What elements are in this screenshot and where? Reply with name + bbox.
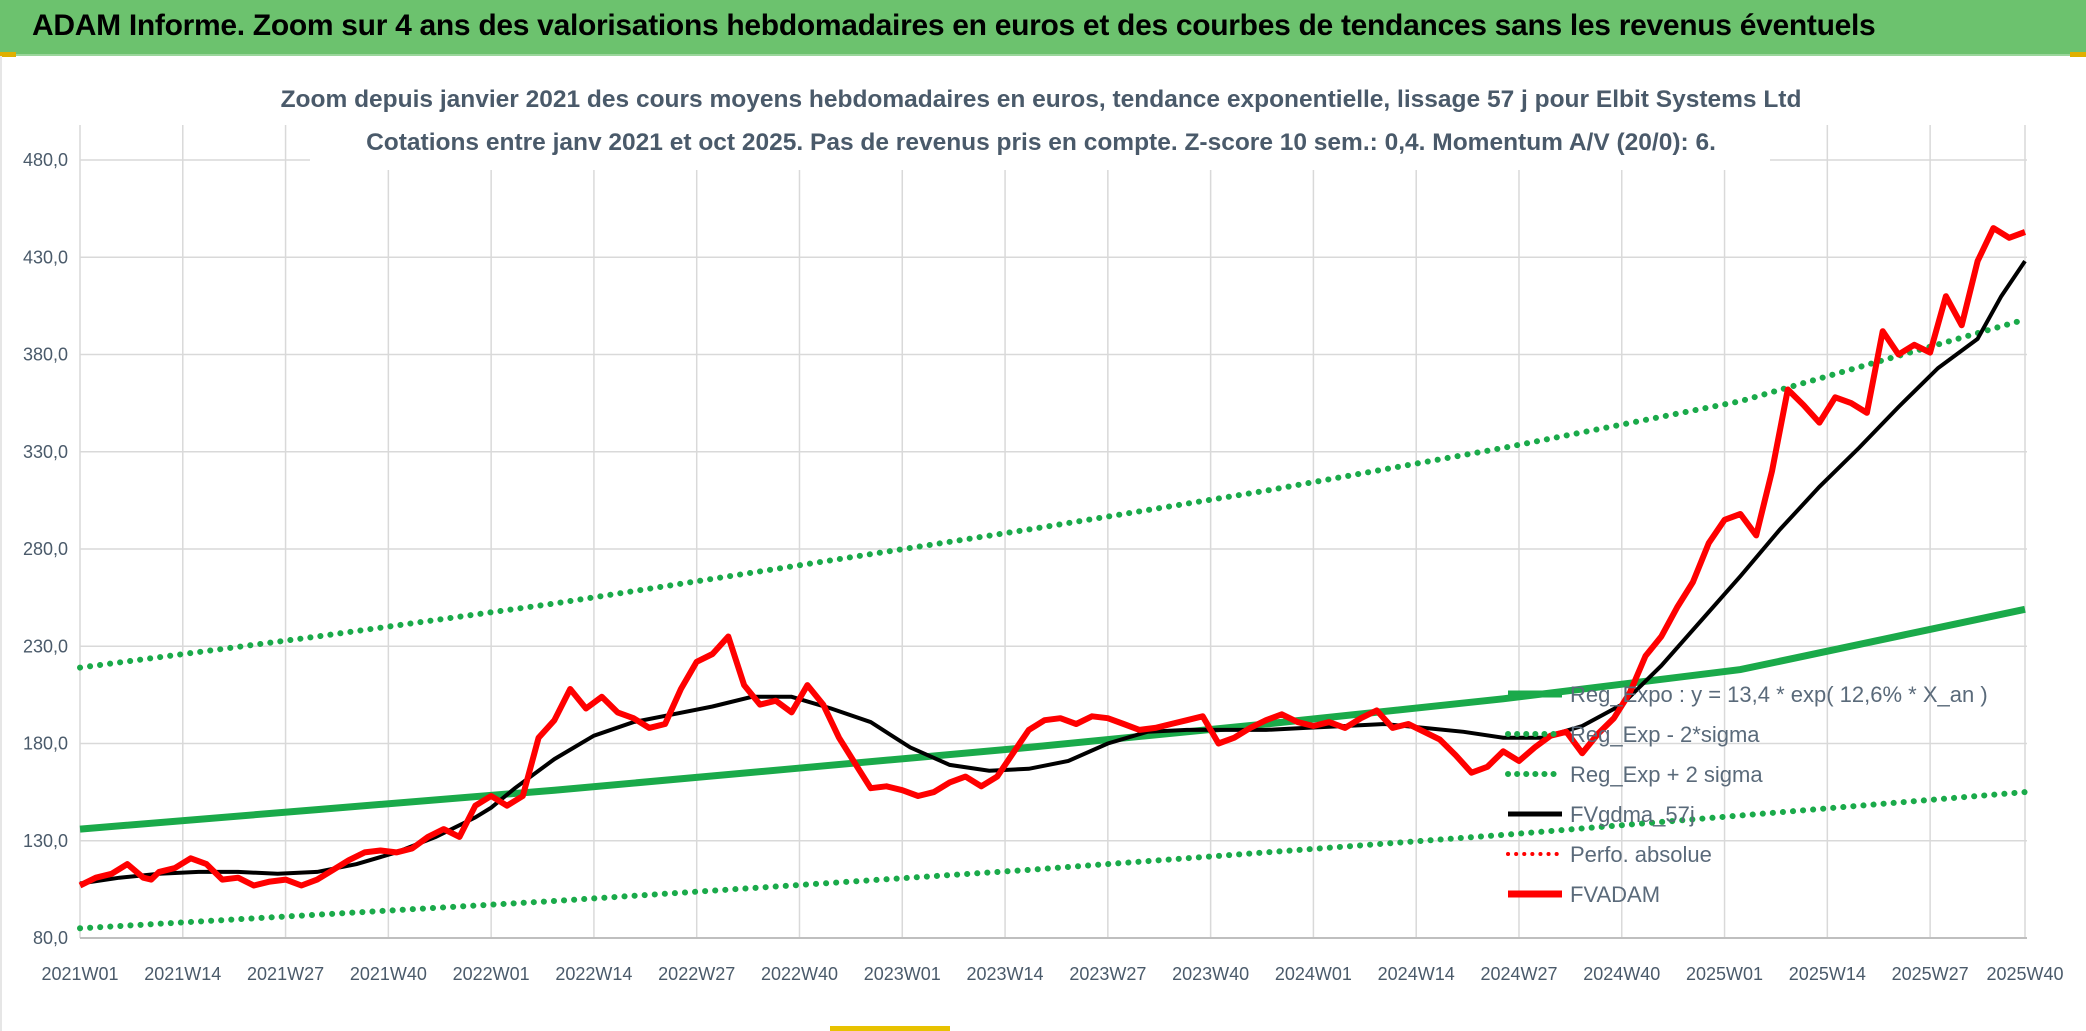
y-tick-label: 230,0	[23, 636, 68, 656]
x-axis: 2021W01 2021W14 2021W27 2021W40 2022W01 2022W…	[41, 964, 2063, 984]
series-layer	[77, 225, 2028, 932]
x-tick-label: 2024W01	[1275, 964, 1352, 984]
y-tick-label: 180,0	[23, 734, 68, 754]
x-tick-label: 2024W40	[1583, 964, 1660, 984]
frame-bottom-mark	[830, 1026, 950, 1031]
x-tick-label: 2022W27	[658, 964, 735, 984]
x-tick-label: 2023W14	[967, 964, 1044, 984]
legend-label-reg-plus: Reg_Exp + 2 sigma	[1570, 762, 1763, 787]
chart-frame	[0, 56, 2086, 1031]
y-tick-label: 130,0	[23, 831, 68, 851]
x-tick-label: 2021W14	[144, 964, 221, 984]
x-tick-label: 2022W01	[453, 964, 530, 984]
chart-title: Zoom depuis janvier 2021 des cours moyen…	[281, 86, 1802, 113]
x-tick-label: 2024W14	[1378, 964, 1455, 984]
x-tick-label: 2023W27	[1069, 964, 1146, 984]
x-tick-label: 2022W14	[555, 964, 632, 984]
y-tick-label: 380,0	[23, 345, 68, 365]
x-tick-label: 2023W01	[864, 964, 941, 984]
title-band	[310, 84, 1770, 170]
reg-minus-sigma-line	[77, 789, 2028, 932]
banner-corner-right	[2070, 52, 2086, 57]
reg-plus-sigma-line	[77, 316, 2028, 671]
legend: Reg_Expo : y = 13,4 * exp( 12,6% * X_an …	[1505, 682, 1988, 907]
legend-label-fvgdma: FVgdma_57j	[1570, 802, 1695, 827]
banner-title: ADAM Informe. Zoom sur 4 ans des valoris…	[32, 9, 1876, 42]
x-tick-label: 2025W14	[1789, 964, 1866, 984]
y-tick-label: 80,0	[33, 928, 68, 948]
report-banner: ADAM Informe. Zoom sur 4 ans des valoris…	[0, 0, 2086, 56]
x-tick-label: 2022W40	[761, 964, 838, 984]
legend-label-reg-minus: Reg_Exp - 2*sigma	[1570, 722, 1760, 747]
x-tick-label: 2025W40	[1986, 964, 2063, 984]
legend-label-fvadam: FVADAM	[1570, 882, 1660, 907]
y-tick-label: 430,0	[23, 247, 68, 267]
chart-subtitle: Cotations entre janv 2021 et oct 2025. P…	[366, 129, 1716, 156]
y-tick-label: 280,0	[23, 539, 68, 559]
reg-expo-line	[79, 605, 2026, 833]
banner-corner-left	[0, 52, 16, 57]
x-tick-label: 2024W27	[1480, 964, 1557, 984]
fvadam-line	[78, 225, 2027, 889]
x-tick-label: 2025W01	[1686, 964, 1763, 984]
x-tick-label: 2025W27	[1892, 964, 1969, 984]
legend-label-perfo: Perfo. absolue	[1570, 842, 1712, 867]
y-tick-label: 330,0	[23, 442, 68, 462]
x-tick-label: 2021W01	[41, 964, 118, 984]
y-tick-label: 480,0	[23, 150, 68, 170]
x-tick-label: 2023W40	[1172, 964, 1249, 984]
y-axis: 80,0 130,0 180,0 230,0 280,0 330,0 380,0 430,0 4…	[23, 150, 68, 948]
x-tick-label: 2021W27	[247, 964, 324, 984]
legend-label-reg-expo: Reg_Expo : y = 13,4 * exp( 12,6% * X_an …	[1570, 682, 1988, 707]
x-tick-label: 2021W40	[350, 964, 427, 984]
